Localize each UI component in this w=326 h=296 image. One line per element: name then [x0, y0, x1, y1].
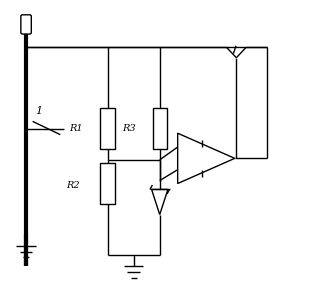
- Bar: [100, 108, 115, 149]
- Text: R1: R1: [69, 124, 83, 133]
- Bar: [153, 108, 167, 149]
- Text: R2: R2: [66, 181, 80, 189]
- Bar: [100, 163, 115, 204]
- Text: R3: R3: [122, 124, 135, 133]
- FancyBboxPatch shape: [21, 15, 31, 34]
- Text: 1: 1: [36, 106, 43, 116]
